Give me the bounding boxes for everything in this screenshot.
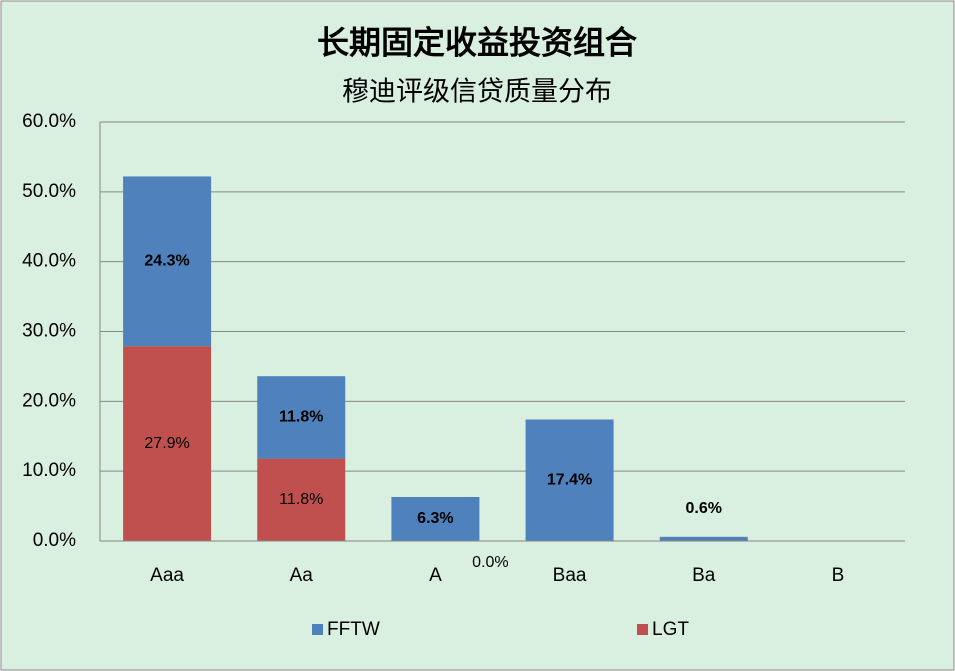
x-tick-label: B [832,565,845,586]
x-tick-label: A [429,565,442,586]
data-label: 27.9% [144,435,189,452]
data-label: 11.8% [279,409,323,426]
bar [659,536,748,541]
bar [391,497,480,541]
chart-title: 长期固定收益投资组合 [317,24,637,62]
legend-label: FFTW [327,619,380,640]
bar [123,176,212,347]
data-label: 0.6% [686,500,722,517]
bar [123,346,212,541]
bar [257,458,346,541]
data-label: 6.3% [417,510,453,527]
bar [257,376,346,459]
legend-swatch [637,624,648,635]
data-label: 11.8% [279,491,323,508]
bar [525,419,614,541]
x-tick-label: Ba [692,565,716,586]
legend-swatch [312,624,323,635]
x-tick-label: Baa [553,565,587,586]
x-tick-label: Aa [290,565,314,586]
y-tick-label: 20.0% [22,390,76,411]
legend-label: LGT [652,619,689,640]
y-tick-label: 10.0% [22,460,76,481]
y-tick-label: 50.0% [22,181,76,202]
y-tick-label: 40.0% [22,251,76,272]
chart-subtitle: 穆迪评级信贷质量分布 [342,77,612,108]
x-tick-label: Aaa [150,565,184,586]
y-tick-label: 0.0% [33,530,76,551]
y-tick-label: 60.0% [22,111,76,132]
y-tick-label: 30.0% [22,321,76,342]
data-label: 0.0% [472,554,508,571]
data-label: 24.3% [144,253,189,270]
data-label: 17.4% [547,471,592,488]
